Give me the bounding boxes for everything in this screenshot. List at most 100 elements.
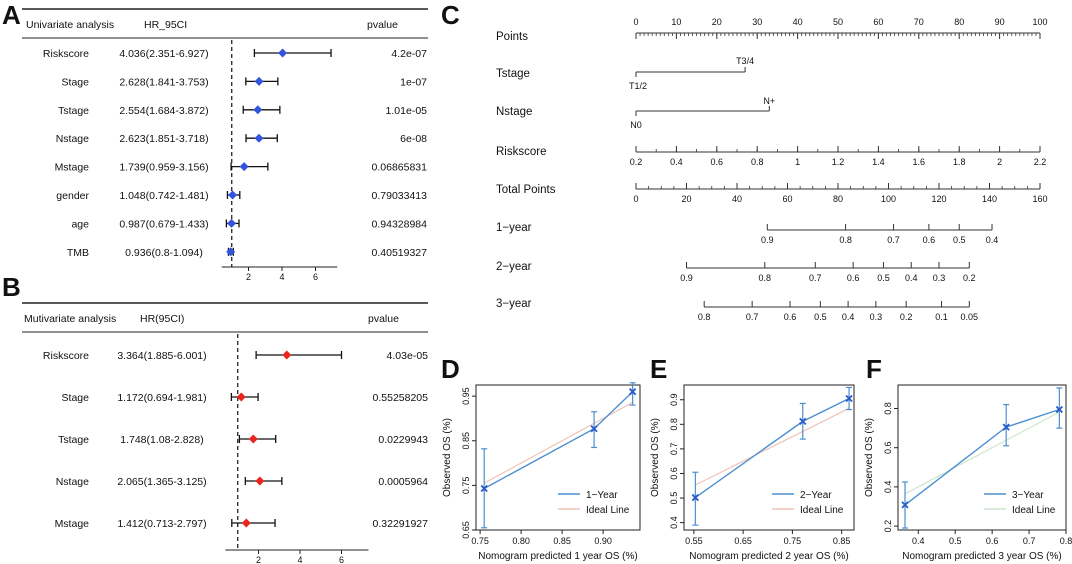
one-year-tick-label: 0.9 bbox=[761, 235, 774, 245]
forest-a: 2 4 6 Riskscore 4.036(2.351-6.927) 4.2e-07 Sta… bbox=[43, 40, 427, 282]
y-tick-label: 0.8 bbox=[669, 418, 679, 431]
x-tick-label: 2 bbox=[246, 272, 251, 282]
row-hr-ci: 1.412(0.713-2.797) bbox=[117, 518, 206, 530]
riskscore-tick-label: 0.6 bbox=[711, 157, 724, 167]
row-name: Nstage bbox=[56, 476, 89, 488]
row-hr-ci: 4.036(2.351-6.927) bbox=[119, 48, 208, 60]
two-year-tick-label: 0.8 bbox=[759, 273, 772, 283]
hr-marker bbox=[228, 190, 238, 200]
row-pvalue: 0.0005964 bbox=[378, 476, 428, 488]
y-tick-label: 0.9 bbox=[669, 393, 679, 406]
hr-marker bbox=[254, 76, 264, 86]
forest-b-title: Mutivariate analysis bbox=[24, 313, 116, 325]
y-axis-label: Observed OS (%) bbox=[650, 418, 661, 497]
riskscore-tick-label: 2.2 bbox=[1034, 157, 1047, 167]
ideal-line bbox=[695, 407, 850, 486]
riskscore-tick-label: 0.4 bbox=[670, 157, 683, 167]
two-year-tick-label: 0.5 bbox=[877, 273, 890, 283]
x-tick-label: 0.55 bbox=[685, 536, 703, 546]
y-axis-label: Observed OS (%) bbox=[864, 418, 875, 497]
row-pvalue: 6e-08 bbox=[400, 133, 427, 145]
one-year-label: 1−year bbox=[496, 222, 532, 234]
x-tick-label: 0.6 bbox=[986, 536, 999, 546]
row-name: Nstage bbox=[56, 133, 89, 145]
row-name: Mstage bbox=[55, 162, 90, 174]
y-tick-label: 0.6 bbox=[883, 441, 893, 454]
three-year-tick-label: 0.1 bbox=[935, 312, 948, 322]
row-hr-ci: 1.748(1.08-2.828) bbox=[120, 434, 203, 446]
hr-marker bbox=[278, 48, 288, 58]
row-name: Riskscore bbox=[43, 350, 89, 362]
x-tick-label: 0.85 bbox=[833, 536, 851, 546]
x-tick-label: 4 bbox=[279, 272, 284, 282]
calibration-point bbox=[480, 484, 488, 493]
y-tick-label: 0.75 bbox=[461, 477, 471, 495]
hr-marker bbox=[236, 392, 246, 402]
y-tick-label: 0.95 bbox=[461, 387, 471, 405]
plot-frame bbox=[897, 384, 1067, 531]
riskscore-tick-label: 1.8 bbox=[953, 157, 966, 167]
calibration-plot-3-year: 0.4 0.5 0.6 0.7 0.8 0.2 0.4 0.6 0.8 Nomogram pred… bbox=[864, 384, 1072, 562]
total-points-tick-label: 100 bbox=[881, 194, 896, 204]
two-year-label: 2−year bbox=[496, 261, 532, 273]
three-year-tick-label: 0.05 bbox=[961, 312, 979, 322]
calibration-point bbox=[1055, 405, 1063, 414]
tstage-high-label: T3/4 bbox=[736, 56, 754, 66]
row-hr-ci: 2.065(1.365-3.125) bbox=[117, 476, 206, 488]
panel-label-f: F bbox=[866, 354, 882, 384]
x-tick-label: 0.75 bbox=[471, 536, 489, 546]
panel-label-d: D bbox=[441, 354, 460, 384]
row-name: Tstage bbox=[58, 105, 89, 117]
row-pvalue: 0.06865831 bbox=[372, 162, 428, 174]
two-year-tick-label: 0.9 bbox=[680, 273, 693, 283]
row-hr-ci: 0.987(0.679-1.433) bbox=[119, 218, 208, 230]
one-year-tick-label: 0.4 bbox=[986, 235, 999, 245]
one-year-tick-label: 0.8 bbox=[839, 235, 852, 245]
two-year-tick-label: 0.3 bbox=[933, 273, 946, 283]
two-year-tick-label: 0.4 bbox=[905, 273, 918, 283]
points-label: Points bbox=[496, 31, 528, 43]
total-points-tick-label: 60 bbox=[782, 194, 792, 204]
plot-frame bbox=[475, 384, 641, 531]
riskscore-tick-label: 2 bbox=[997, 157, 1002, 167]
x-axis-label: Nomogram predicted 1 year OS (%) bbox=[478, 551, 638, 562]
calibration-line bbox=[483, 391, 634, 490]
three-year-label: 3−year bbox=[496, 298, 532, 310]
calibration-point bbox=[590, 425, 598, 433]
points-tick-label: 90 bbox=[995, 17, 1005, 27]
total-points-tick-label: 0 bbox=[633, 194, 638, 204]
hr-marker bbox=[227, 218, 237, 228]
legend-series-label: 2−Year bbox=[800, 490, 832, 501]
forest-b-hr-header: HR(95CI) bbox=[140, 313, 184, 325]
legend-ideal-label: Ideal Line bbox=[800, 505, 844, 516]
x-tick-label: 0.5 bbox=[949, 536, 962, 546]
tstage-low-label: T1/2 bbox=[629, 81, 647, 91]
legend-ideal-label: Ideal Line bbox=[586, 505, 630, 516]
total-points-tick-label: 160 bbox=[1032, 194, 1047, 204]
x-tick-label: 0.75 bbox=[784, 536, 802, 546]
calibration-plot-2-year: 0.55 0.65 0.75 0.85 0.4 0.5 0.6 0.7 0.8 0.9 Nomogr… bbox=[650, 384, 855, 562]
row-hr-ci: 1.739(0.959-3.156) bbox=[119, 162, 208, 174]
riskscore-tick-label: 0.2 bbox=[630, 157, 643, 167]
total-points-tick-label: 120 bbox=[931, 194, 946, 204]
riskscore-tick-label: 1 bbox=[795, 157, 800, 167]
hr-marker bbox=[226, 247, 236, 257]
row-pvalue: 0.32291927 bbox=[373, 518, 429, 530]
y-tick-label: 0.7 bbox=[669, 443, 679, 456]
y-tick-label: 0.5 bbox=[669, 492, 679, 505]
y-axis-label: Observed OS (%) bbox=[442, 418, 453, 497]
row-hr-ci: 1.048(0.742-1.481) bbox=[119, 190, 208, 202]
forest-a-title: Univariate analysis bbox=[26, 19, 114, 31]
points-tick-label: 40 bbox=[793, 17, 803, 27]
x-tick-label: 4 bbox=[297, 555, 302, 564]
nstage-low-label: N0 bbox=[630, 120, 642, 130]
x-tick-label: 6 bbox=[339, 555, 344, 564]
riskscore-tick-label: 1.4 bbox=[872, 157, 885, 167]
three-year-tick-label: 0.2 bbox=[900, 312, 913, 322]
calibration-line bbox=[694, 397, 850, 499]
hr-marker bbox=[282, 350, 292, 360]
row-pvalue: 0.79033413 bbox=[372, 190, 428, 202]
panel-label-c: C bbox=[441, 0, 460, 30]
